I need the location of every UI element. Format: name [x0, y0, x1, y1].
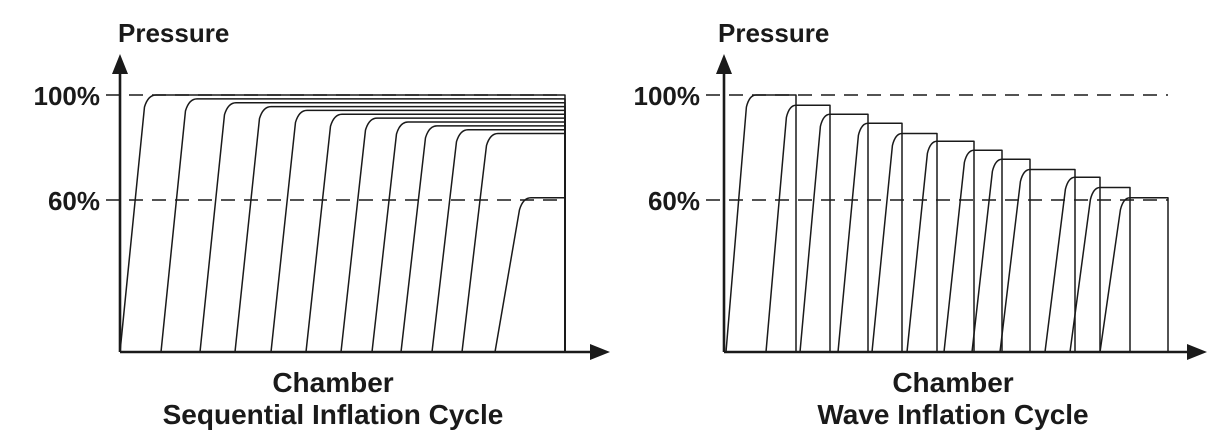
chamber-1-curve — [725, 94, 797, 353]
chamber-6-curve — [305, 113, 566, 353]
chamber-10-curve — [431, 128, 566, 353]
x-axis-label: Chamber — [272, 367, 393, 398]
chamber-12-curve — [1099, 197, 1169, 353]
y-axis-label: Pressure — [118, 18, 229, 48]
chart-title: Sequential Inflation Cycle — [163, 399, 504, 430]
x-axis-label: Chamber — [892, 367, 1013, 398]
chamber-curves — [725, 94, 1169, 353]
chamber-curves — [119, 94, 566, 353]
sequential-chart: Pressure 100% 60% Chamber Sequential Inf… — [34, 18, 610, 430]
y-tick-60: 60% — [648, 186, 700, 216]
chamber-1-curve — [119, 94, 566, 353]
y-tick-100: 100% — [634, 81, 701, 111]
chamber-9-curve — [999, 168, 1076, 353]
chamber-11-curve — [461, 132, 566, 353]
chamber-4-curve — [837, 122, 903, 353]
chart-title: Wave Inflation Cycle — [817, 399, 1088, 430]
chamber-6-curve — [906, 140, 975, 353]
chamber-8-curve — [971, 158, 1031, 353]
chamber-9-curve — [400, 125, 566, 353]
chamber-3-curve — [199, 101, 566, 353]
y-axis-arrow — [112, 54, 128, 74]
chamber-8-curve — [371, 121, 566, 353]
chamber-7-curve — [943, 149, 1003, 353]
chamber-3-curve — [799, 113, 869, 353]
x-axis-arrow — [1187, 344, 1207, 360]
y-axis-arrow — [716, 54, 732, 74]
y-axis-label: Pressure — [718, 18, 829, 48]
y-tick-60: 60% — [48, 186, 100, 216]
wave-chart: Pressure 100% 60% Chamber Wave Inflation… — [634, 18, 1207, 430]
chamber-11-curve — [1069, 186, 1131, 353]
y-tick-100: 100% — [34, 81, 101, 111]
chamber-12-curve — [494, 197, 566, 353]
chamber-2-curve — [765, 104, 831, 353]
chamber-5-curve — [270, 109, 566, 353]
chamber-10-curve — [1044, 176, 1101, 353]
chamber-2-curve — [160, 98, 566, 353]
chamber-4-curve — [234, 105, 566, 353]
x-axis-arrow — [590, 344, 610, 360]
chamber-7-curve — [340, 117, 566, 353]
chamber-5-curve — [871, 132, 938, 353]
